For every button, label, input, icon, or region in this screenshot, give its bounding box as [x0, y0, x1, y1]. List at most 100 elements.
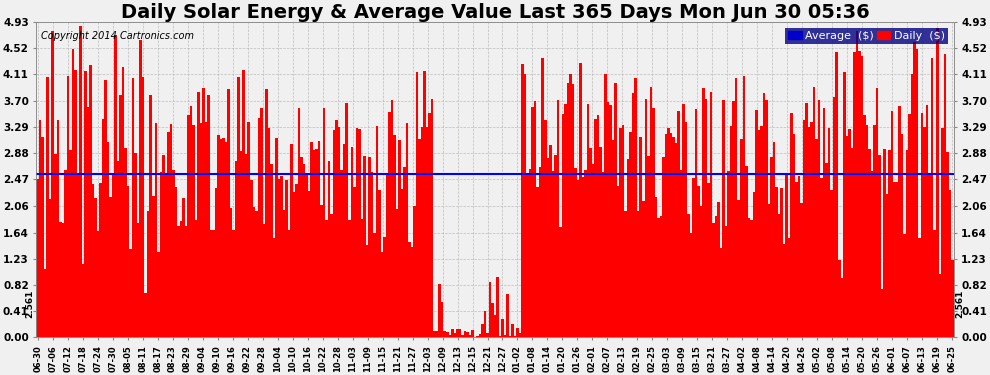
Bar — [218, 135, 220, 338]
Bar — [544, 120, 546, 338]
Legend: Average  ($), Daily  ($): Average ($), Daily ($) — [785, 27, 948, 44]
Bar — [89, 64, 92, 338]
Bar — [504, 335, 506, 338]
Bar — [42, 137, 44, 338]
Bar — [424, 71, 426, 338]
Bar — [137, 223, 140, 338]
Bar — [288, 230, 290, 338]
Bar — [132, 78, 135, 338]
Bar — [929, 174, 931, 338]
Bar — [630, 132, 632, 338]
Bar — [358, 129, 360, 338]
Text: 2.561: 2.561 — [26, 290, 35, 318]
Bar — [162, 155, 164, 338]
Bar — [647, 156, 649, 338]
Bar — [519, 333, 522, 338]
Bar — [906, 150, 909, 338]
Bar — [725, 226, 728, 338]
Bar — [167, 132, 169, 338]
Bar — [783, 244, 785, 338]
Bar — [888, 150, 891, 338]
Bar — [360, 219, 363, 338]
Bar — [228, 88, 230, 338]
Bar — [92, 184, 94, 338]
Bar — [772, 142, 775, 338]
Bar — [740, 139, 742, 338]
Bar — [589, 148, 592, 338]
Bar — [615, 83, 617, 338]
Bar — [99, 183, 102, 338]
Bar — [285, 180, 288, 338]
Bar — [760, 126, 762, 338]
Bar — [574, 168, 576, 338]
Bar — [865, 125, 868, 338]
Bar — [458, 329, 461, 338]
Bar — [127, 186, 130, 338]
Bar — [265, 89, 267, 338]
Bar — [386, 173, 388, 338]
Bar — [140, 40, 142, 338]
Bar — [788, 238, 790, 338]
Bar — [682, 104, 685, 338]
Bar — [353, 187, 355, 338]
Bar — [594, 119, 597, 338]
Bar — [855, 31, 858, 338]
Bar — [561, 114, 564, 338]
Bar — [310, 142, 313, 338]
Bar — [943, 54, 946, 338]
Bar — [333, 130, 336, 338]
Bar — [439, 284, 441, 338]
Bar — [672, 137, 674, 338]
Bar — [669, 133, 672, 338]
Bar — [898, 106, 901, 338]
Bar — [260, 108, 262, 338]
Bar — [107, 142, 109, 338]
Bar — [248, 122, 250, 338]
Bar — [182, 198, 185, 338]
Bar — [303, 164, 305, 338]
Bar — [326, 220, 328, 338]
Bar — [446, 332, 448, 338]
Bar — [197, 92, 200, 338]
Bar — [566, 83, 569, 338]
Bar — [414, 206, 416, 338]
Bar — [697, 186, 700, 338]
Bar — [674, 143, 677, 338]
Bar — [476, 336, 479, 338]
Bar — [250, 180, 252, 338]
Bar — [514, 336, 517, 338]
Bar — [883, 149, 886, 338]
Bar — [870, 171, 873, 338]
Bar — [257, 118, 260, 338]
Bar — [109, 197, 112, 338]
Text: Copyright 2014 Cartronics.com: Copyright 2014 Cartronics.com — [41, 32, 194, 41]
Bar — [408, 242, 411, 338]
Bar — [494, 315, 496, 338]
Bar — [190, 106, 192, 338]
Bar — [529, 170, 532, 338]
Bar — [37, 179, 39, 338]
Bar — [434, 331, 436, 338]
Bar — [537, 187, 539, 338]
Bar — [770, 157, 772, 338]
Bar — [79, 26, 81, 338]
Bar — [607, 102, 609, 338]
Bar — [76, 176, 79, 338]
Bar — [49, 199, 51, 338]
Bar — [316, 148, 318, 338]
Bar — [649, 87, 652, 338]
Bar — [130, 249, 132, 338]
Bar — [122, 67, 125, 338]
Bar — [481, 324, 484, 338]
Bar — [338, 127, 341, 338]
Bar — [71, 49, 74, 338]
Bar — [348, 220, 350, 338]
Bar — [411, 248, 414, 338]
Bar — [903, 234, 906, 338]
Bar — [569, 74, 571, 338]
Bar — [901, 134, 903, 338]
Bar — [484, 310, 486, 338]
Bar — [896, 182, 898, 338]
Bar — [909, 114, 911, 338]
Bar — [597, 115, 599, 338]
